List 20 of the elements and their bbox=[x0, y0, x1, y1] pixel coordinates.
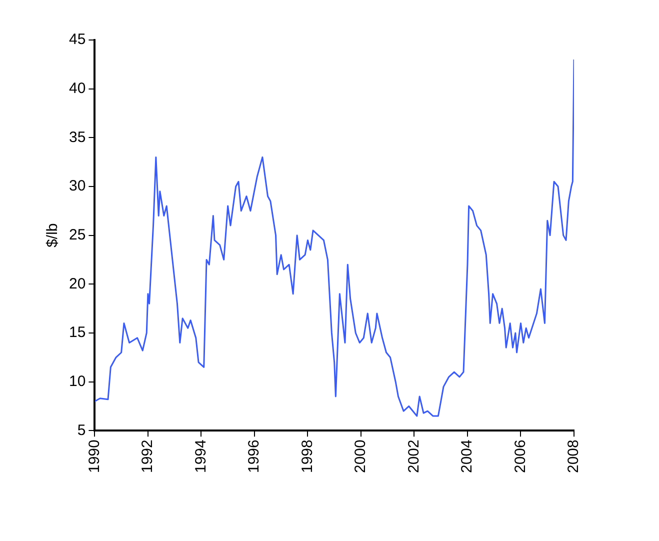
y-tick-label: 20 bbox=[68, 275, 86, 292]
y-tick-label: 25 bbox=[68, 226, 86, 244]
x-tick-label: 2002 bbox=[405, 440, 422, 474]
y-tick-label: 45 bbox=[68, 31, 86, 48]
x-tick-label: 2004 bbox=[458, 440, 476, 474]
y-tick-label: 30 bbox=[68, 178, 86, 195]
x-tick-label: 1996 bbox=[246, 440, 263, 474]
x-tick-label: 2000 bbox=[352, 440, 370, 474]
x-tick-label: 2006 bbox=[512, 440, 529, 474]
x-tick-label: 2008 bbox=[565, 440, 582, 474]
y-tick-label: 35 bbox=[68, 128, 86, 146]
x-tick-label: 1990 bbox=[86, 440, 103, 474]
y-tick-label: 15 bbox=[68, 324, 86, 342]
x-tick-label: 1994 bbox=[192, 440, 210, 474]
y-axis-title: $/lb bbox=[44, 223, 62, 248]
y-tick-label: 40 bbox=[68, 80, 86, 97]
x-tick-label: 1998 bbox=[298, 440, 316, 474]
y-tick-label: 10 bbox=[68, 372, 86, 390]
y-tick-label: 5 bbox=[77, 422, 86, 439]
x-tick-label: 1992 bbox=[139, 440, 156, 474]
